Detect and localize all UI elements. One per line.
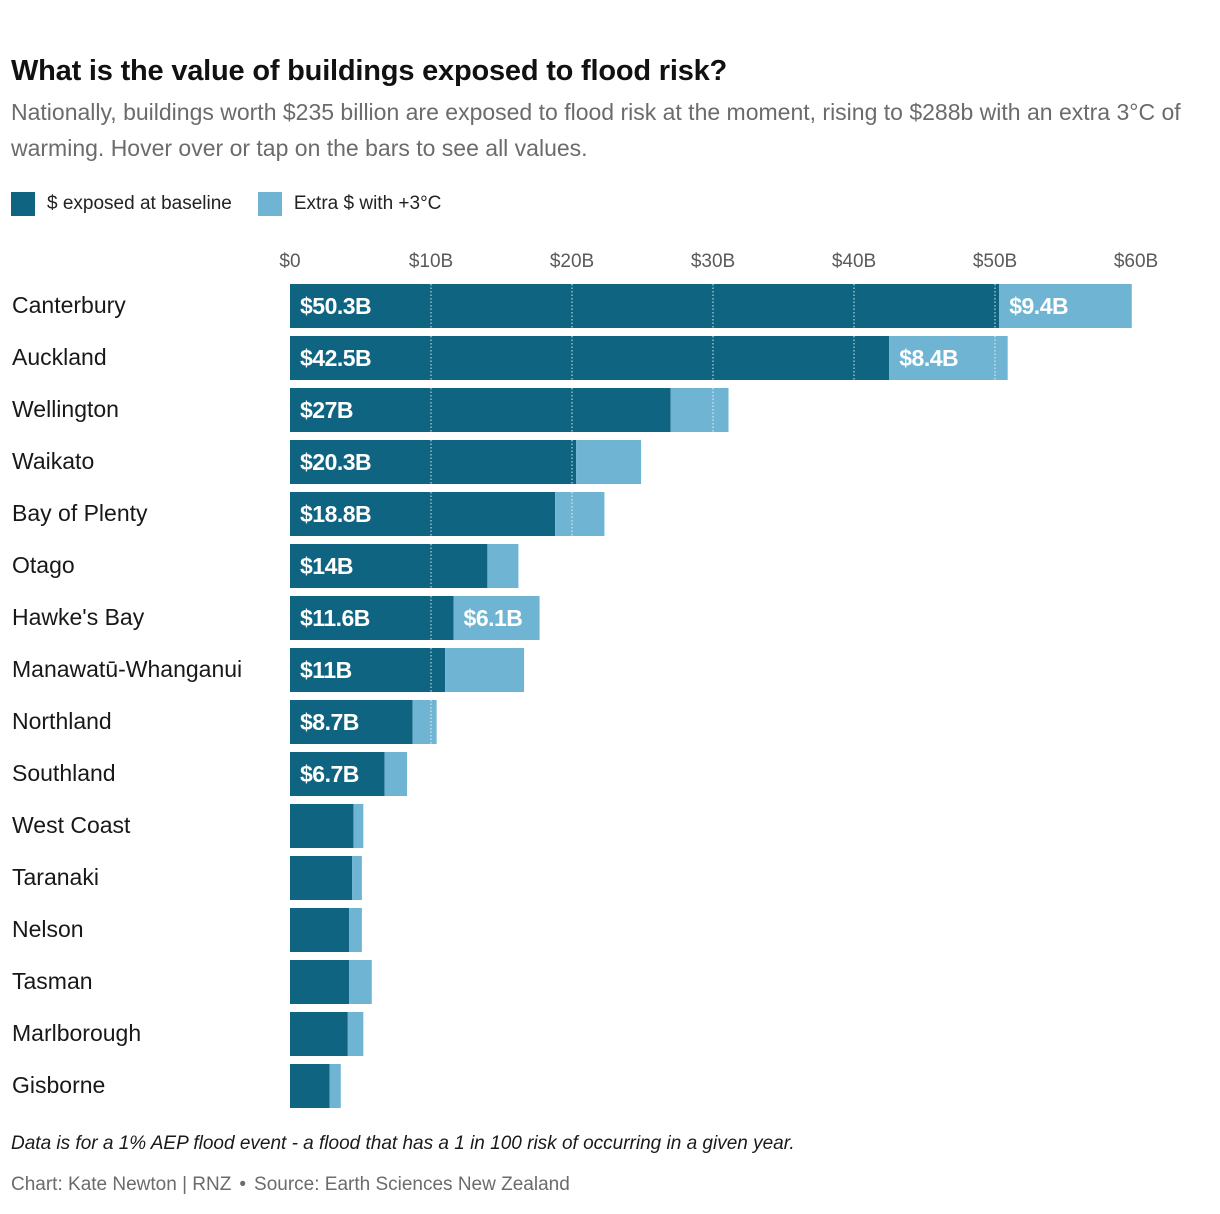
- bar-extra[interactable]: [453, 596, 540, 640]
- bar-baseline[interactable]: [290, 804, 354, 848]
- x-tick-label: $10B: [409, 251, 453, 272]
- category-label: Auckland: [12, 344, 107, 370]
- legend-label-extra: Extra $ with +3°C: [293, 193, 442, 214]
- chart-title: What is the value of buildings exposed t…: [11, 55, 728, 87]
- credit-separator: •: [239, 1174, 247, 1195]
- bar-extra[interactable]: [384, 752, 408, 796]
- category-label: Wellington: [12, 396, 119, 422]
- bar-value-label: $50.3B: [300, 293, 371, 319]
- legend: $ exposed at baseline Extra $ with +3°C: [11, 192, 467, 216]
- bar-extra[interactable]: [576, 440, 642, 484]
- bar-extra[interactable]: [555, 492, 605, 536]
- bar-value-label: $27B: [300, 397, 353, 423]
- bar-value-label: $8.7B: [300, 709, 359, 735]
- legend-swatch-extra: [257, 192, 282, 216]
- bar-baseline[interactable]: [290, 648, 446, 692]
- legend-item-extra: Extra $ with +3°C: [257, 192, 442, 216]
- category-label: West Coast: [12, 812, 131, 838]
- x-tick-label: $40B: [832, 251, 876, 272]
- legend-swatch-baseline: [11, 192, 35, 216]
- bar-extra[interactable]: [889, 336, 1008, 380]
- legend-label-baseline: $ exposed at baseline: [47, 193, 232, 214]
- category-label: Northland: [12, 708, 112, 734]
- category-label: Southland: [12, 760, 116, 786]
- category-label: Waikato: [12, 448, 94, 474]
- x-tick-label: $60B: [1114, 251, 1158, 272]
- bar-baseline[interactable]: [290, 1064, 330, 1108]
- category-label: Taranaki: [12, 864, 99, 890]
- legend-item-baseline: $ exposed at baseline: [11, 192, 232, 216]
- bar-value-label: $11.6B: [300, 605, 370, 631]
- bar-baseline[interactable]: [290, 388, 671, 432]
- bar-value-label: $8.4B: [899, 345, 958, 371]
- bar-extra[interactable]: [445, 648, 525, 692]
- bar-extra[interactable]: [353, 804, 364, 848]
- bar-extra[interactable]: [329, 1064, 341, 1108]
- bar-value-label: $11B: [300, 657, 352, 683]
- bar-extra[interactable]: [352, 856, 362, 900]
- category-label: Hawke's Bay: [12, 604, 145, 630]
- category-label: Marlborough: [12, 1020, 141, 1046]
- category-label: Bay of Plenty: [12, 500, 148, 526]
- bar-extra[interactable]: [487, 544, 519, 588]
- data-note: Data is for a 1% AEP flood event - a flo…: [11, 1133, 795, 1154]
- bar-baseline[interactable]: [290, 440, 577, 484]
- bar-baseline[interactable]: [290, 1012, 348, 1056]
- category-label: Manawatū-Whanganui: [12, 656, 242, 682]
- x-tick-label: $0: [279, 251, 300, 272]
- gridlines: [430, 284, 996, 744]
- bar-baseline[interactable]: [290, 700, 413, 744]
- bar-value-label: $20.3B: [300, 449, 371, 475]
- category-label: Canterbury: [12, 292, 126, 318]
- bar-baseline[interactable]: [290, 960, 350, 1004]
- credits: Chart: Kate Newton | RNZ • Source: Earth S…: [11, 1174, 570, 1196]
- bar-value-label: $42.5B: [300, 345, 371, 371]
- bar-baseline[interactable]: [290, 336, 890, 380]
- bar-chart: $0 $10B $20B $30B $40B $50B $60B Canterbury $50.…: [12, 251, 1158, 1108]
- bar-value-label: $6.7B: [300, 761, 359, 787]
- bar-value-label: $6.1B: [464, 605, 523, 631]
- category-label: Tasman: [12, 968, 93, 994]
- bar-extra[interactable]: [349, 908, 362, 952]
- bar-extra[interactable]: [412, 700, 437, 744]
- category-label: Otago: [12, 552, 75, 578]
- bar-value-label: $9.4B: [1009, 293, 1068, 319]
- bar-baseline[interactable]: [290, 856, 353, 900]
- bar-extra[interactable]: [670, 388, 729, 432]
- bar-baseline[interactable]: [290, 752, 385, 796]
- bar-extra[interactable]: [349, 960, 372, 1004]
- x-tick-label: $50B: [973, 251, 1017, 272]
- source-credit: Source: Earth Sciences New Zealand: [254, 1174, 570, 1195]
- bar-baseline[interactable]: [290, 544, 488, 588]
- bar-baseline[interactable]: [290, 492, 556, 536]
- bar-value-label: $14B: [300, 553, 353, 579]
- category-label: Nelson: [12, 916, 84, 942]
- bar-baseline[interactable]: [290, 908, 350, 952]
- category-label: Gisborne: [12, 1072, 105, 1098]
- bar-extra[interactable]: [999, 284, 1132, 328]
- bar-extra[interactable]: [347, 1012, 364, 1056]
- x-tick-label: $30B: [691, 251, 735, 272]
- bar-baseline[interactable]: [290, 284, 1000, 328]
- chart-subtitle: Nationally, buildings worth $235 billion…: [11, 99, 1181, 161]
- bar-baseline[interactable]: [290, 596, 454, 640]
- bar-value-label: $18.8B: [300, 501, 371, 527]
- chart-credit: Chart: Kate Newton | RNZ: [11, 1174, 232, 1195]
- x-tick-label: $20B: [550, 251, 594, 272]
